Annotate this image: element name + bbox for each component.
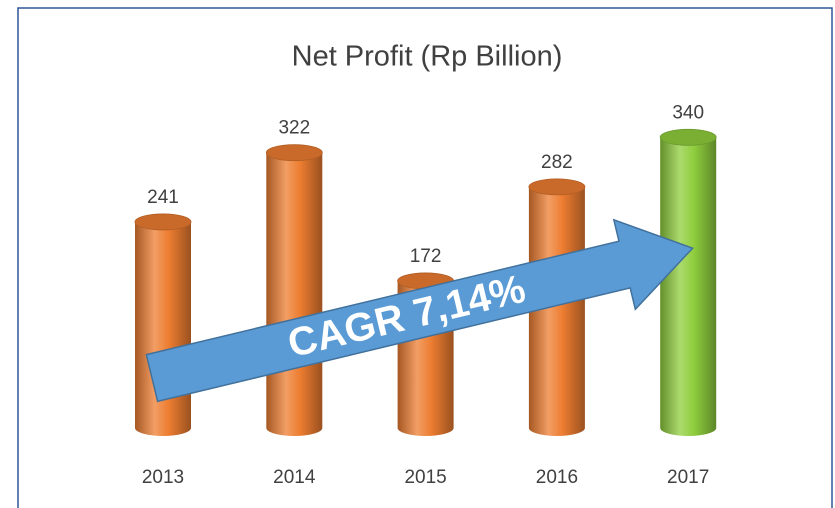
x-tick-label: 2017 <box>667 467 709 488</box>
bar <box>266 152 323 436</box>
bar <box>135 221 191 436</box>
data-label: 340 <box>672 102 704 123</box>
data-label: 172 <box>410 246 442 267</box>
x-tick-label: 2015 <box>404 467 446 488</box>
bar <box>660 137 717 437</box>
x-tick-label: 2014 <box>273 467 316 488</box>
arrow-shape <box>145 218 694 403</box>
data-label: 241 <box>147 187 179 208</box>
x-tick-label: 2016 <box>536 467 578 488</box>
bar-top <box>528 178 586 196</box>
data-label: 282 <box>541 152 573 173</box>
chart-title: Net Profit (Rp Billion) <box>292 41 563 73</box>
bar-top <box>134 213 192 231</box>
bar-top <box>659 128 717 146</box>
x-tick-label: 2013 <box>142 467 184 488</box>
bar-top <box>265 144 323 162</box>
data-label: 322 <box>278 118 310 139</box>
bar <box>528 186 585 436</box>
